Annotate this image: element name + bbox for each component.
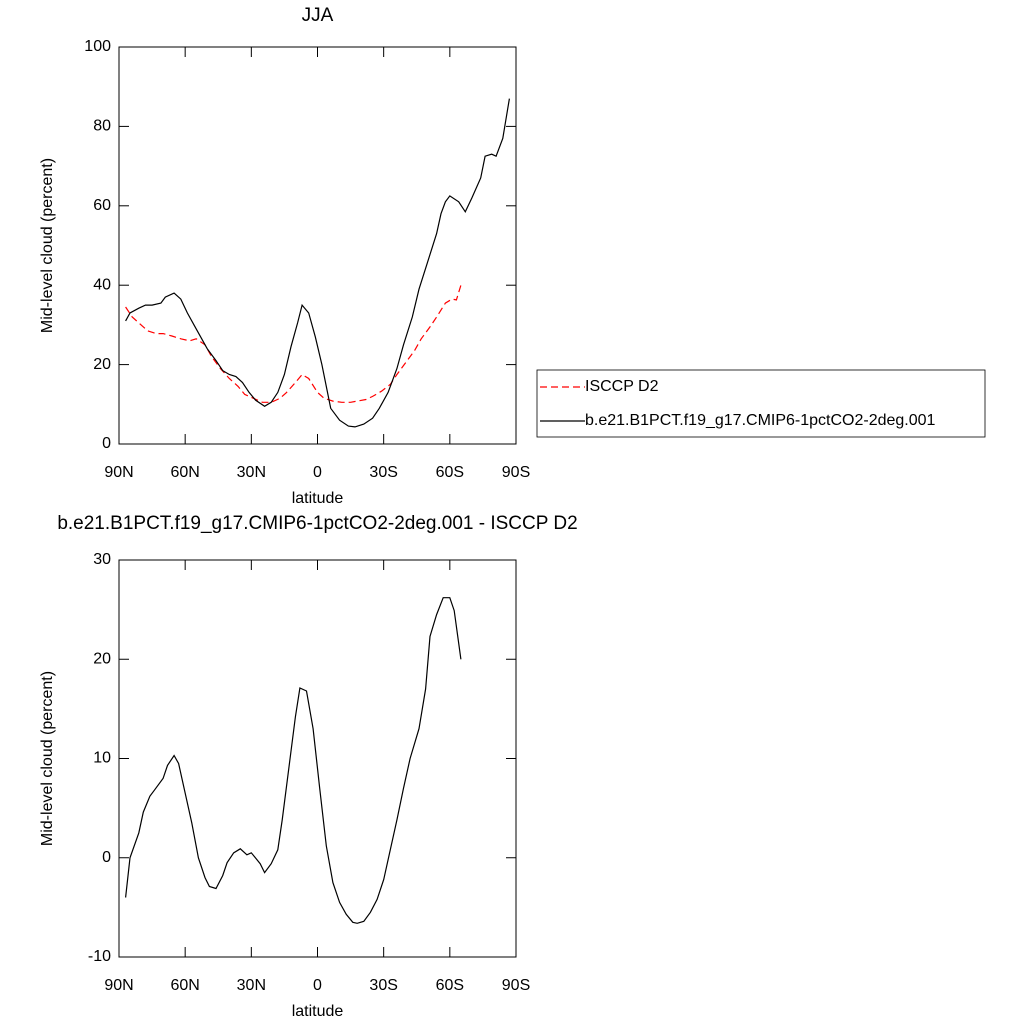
x-tick-label: 0 xyxy=(313,977,322,994)
chart-title: b.e21.B1PCT.f19_g17.CMIP6-1pctCO2-2deg.0… xyxy=(57,513,577,534)
legend-box xyxy=(536,369,986,438)
y-axis-label: Mid-level cloud (percent) xyxy=(39,671,56,846)
plot-frame xyxy=(118,46,517,445)
x-tick-label: 0 xyxy=(313,464,322,481)
chart-title: JJA xyxy=(302,5,334,26)
x-axis-label: latitude xyxy=(292,490,344,507)
y-axis-label: Mid-level cloud (percent) xyxy=(39,158,56,333)
y-tick-label: -10 xyxy=(88,948,111,965)
x-tick-label: 30S xyxy=(369,977,397,994)
x-tick-label: 30N xyxy=(237,464,266,481)
x-axis-label: latitude xyxy=(292,1003,344,1020)
y-tick-label: 100 xyxy=(84,38,111,55)
data-line xyxy=(125,285,462,403)
x-tick-label: 30N xyxy=(237,977,266,994)
x-tick-label: 60N xyxy=(170,977,199,994)
y-tick-label: 20 xyxy=(93,356,111,373)
y-tick-label: 20 xyxy=(93,650,111,667)
data-line xyxy=(125,98,510,428)
legend-label: ISCCP D2 xyxy=(585,378,659,395)
legend-label: b.e21.B1PCT.f19_g17.CMIP6-1pctCO2-2deg.0… xyxy=(585,412,936,429)
plot-frame xyxy=(118,559,517,958)
x-tick-label: 30S xyxy=(369,464,397,481)
x-tick-label: 90N xyxy=(104,977,133,994)
x-tick-label: 90S xyxy=(502,977,530,994)
x-tick-label: 90S xyxy=(502,464,530,481)
x-tick-label: 60S xyxy=(436,464,464,481)
y-tick-label: 80 xyxy=(93,118,111,135)
x-tick-label: 60N xyxy=(170,464,199,481)
y-tick-label: 0 xyxy=(102,849,111,866)
y-tick-label: 40 xyxy=(93,276,111,293)
x-tick-label: 60S xyxy=(436,977,464,994)
y-tick-label: 10 xyxy=(93,750,111,767)
data-line xyxy=(125,597,462,924)
y-tick-label: 30 xyxy=(93,551,111,568)
x-tick-label: 90N xyxy=(104,464,133,481)
y-tick-label: 60 xyxy=(93,197,111,214)
y-tick-label: 0 xyxy=(102,435,111,452)
